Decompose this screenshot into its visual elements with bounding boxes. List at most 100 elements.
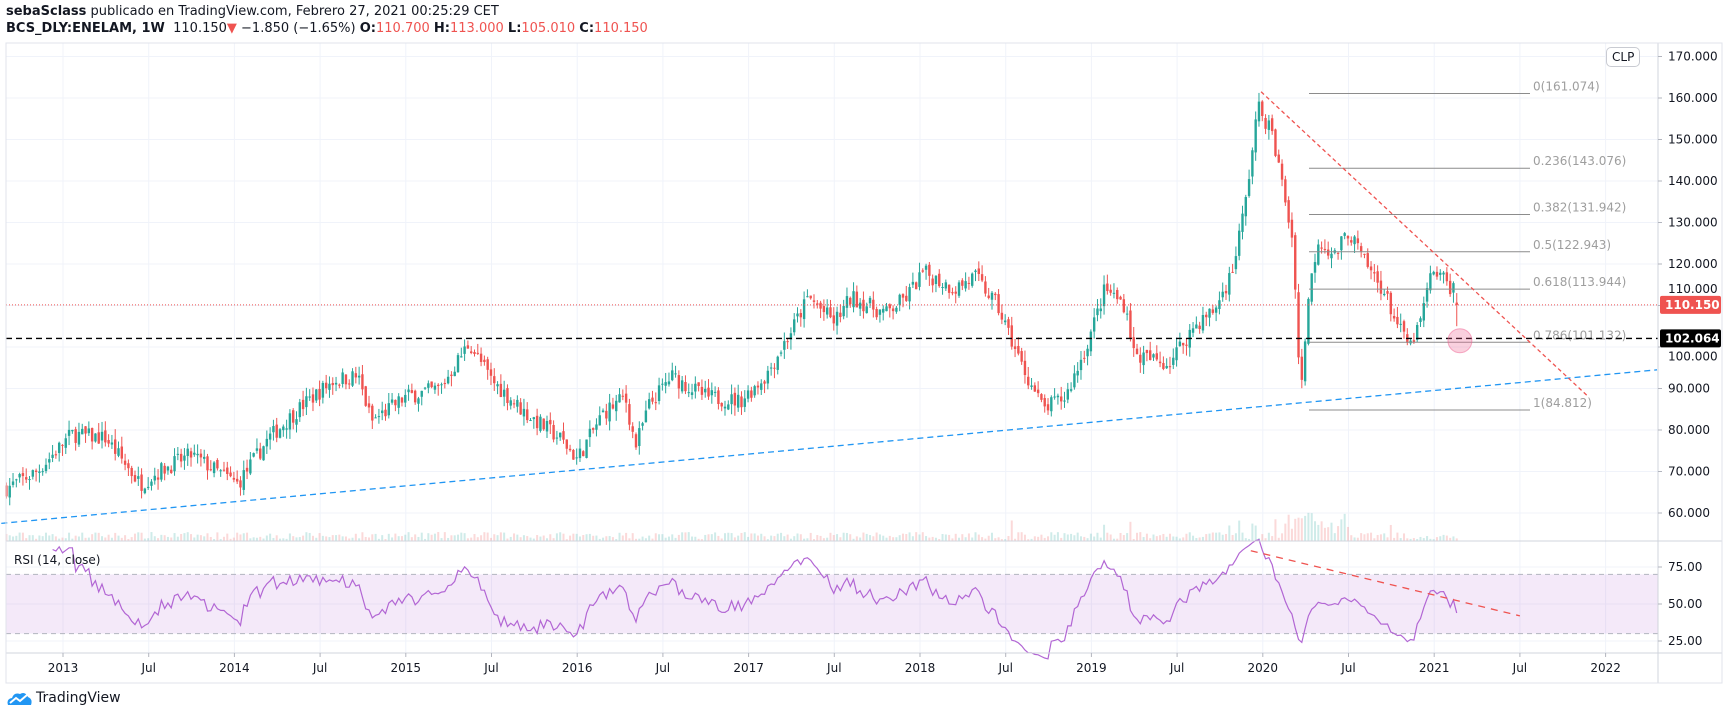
candle bbox=[707, 379, 710, 400]
volume-bar bbox=[1142, 537, 1145, 541]
candle bbox=[938, 269, 941, 288]
volume-bar bbox=[1030, 538, 1033, 541]
symbol-name[interactable]: BCS_DLY:ENELAM, 1W bbox=[6, 21, 165, 36]
candle-body bbox=[700, 386, 704, 395]
candle-body bbox=[1063, 400, 1066, 402]
volume-bar bbox=[667, 536, 670, 541]
candle-body bbox=[1181, 342, 1185, 346]
volume-bar bbox=[44, 532, 47, 541]
candle-body bbox=[1267, 120, 1271, 130]
candle-body bbox=[793, 319, 796, 333]
candle-body bbox=[753, 386, 756, 396]
candle-body bbox=[1353, 236, 1356, 245]
candle bbox=[598, 406, 601, 426]
volume-bar bbox=[246, 532, 249, 541]
volume-bar bbox=[697, 538, 700, 541]
volume-bar bbox=[15, 535, 18, 541]
volume-bar bbox=[400, 536, 403, 541]
author-name[interactable]: sebaSclass bbox=[6, 4, 87, 19]
candle-body bbox=[839, 312, 842, 317]
volume-bar bbox=[1211, 532, 1214, 541]
fib-level-label: 1(84.812) bbox=[1533, 396, 1592, 410]
candle bbox=[433, 382, 437, 394]
volume-bar bbox=[816, 535, 819, 541]
candle-body bbox=[951, 292, 954, 294]
candle bbox=[1155, 345, 1158, 362]
candle-body bbox=[71, 429, 74, 432]
volume-bar bbox=[361, 532, 364, 541]
volume-bar bbox=[1333, 533, 1336, 541]
volume-bar bbox=[1442, 534, 1445, 541]
symbol-legend: BCS_DLY:ENELAM, 1W 110.150▼ −1.850 (−1.6… bbox=[6, 21, 648, 36]
candle-body bbox=[87, 428, 91, 434]
currency-button[interactable]: CLP bbox=[1606, 47, 1641, 67]
volume-bar bbox=[509, 536, 512, 541]
candle bbox=[278, 427, 282, 439]
candle bbox=[858, 298, 862, 317]
candle-body bbox=[529, 420, 532, 422]
candle-body bbox=[1389, 292, 1393, 315]
candle-body bbox=[259, 448, 262, 459]
candle bbox=[680, 376, 684, 394]
volume-bar bbox=[180, 534, 183, 541]
time-axis-label: Jul bbox=[483, 661, 498, 675]
candle bbox=[354, 366, 358, 384]
candle bbox=[526, 402, 529, 424]
candle bbox=[1036, 381, 1040, 398]
candle-body bbox=[730, 394, 733, 405]
volume-bar bbox=[1033, 536, 1036, 541]
candle-body bbox=[179, 453, 183, 462]
volume-bar bbox=[1297, 517, 1300, 541]
candle bbox=[1452, 281, 1455, 303]
candle bbox=[348, 379, 351, 390]
volume-bar bbox=[743, 532, 746, 541]
candle-body bbox=[311, 394, 315, 403]
candle-body bbox=[1373, 272, 1376, 274]
candle-body bbox=[865, 306, 868, 314]
volume-bar bbox=[1099, 537, 1102, 541]
candle bbox=[226, 461, 229, 481]
candle bbox=[97, 423, 100, 444]
candle bbox=[740, 391, 743, 415]
candle bbox=[357, 366, 361, 385]
candle bbox=[868, 295, 872, 308]
candle bbox=[1033, 382, 1037, 392]
candle-body bbox=[1135, 348, 1139, 355]
candle-body bbox=[641, 423, 644, 426]
candle bbox=[753, 384, 756, 398]
candle bbox=[1050, 395, 1053, 417]
tradingview-logo[interactable]: TradingView bbox=[6, 690, 121, 706]
candle-body bbox=[473, 352, 476, 354]
candle bbox=[77, 422, 81, 447]
candle bbox=[252, 452, 255, 458]
candle-body bbox=[1162, 363, 1165, 369]
volume-bar bbox=[812, 539, 815, 541]
candle-body bbox=[984, 281, 987, 294]
candle bbox=[601, 408, 605, 413]
candle bbox=[1145, 349, 1149, 362]
volume-bar bbox=[1159, 535, 1162, 541]
volume-bar bbox=[470, 537, 473, 541]
volume-bar bbox=[311, 535, 314, 541]
candle-body bbox=[1195, 324, 1198, 329]
candle bbox=[878, 309, 882, 323]
candle-body bbox=[1350, 240, 1353, 243]
candle bbox=[1023, 350, 1027, 384]
volume-bar bbox=[358, 538, 361, 541]
price-axis-label: 90.000 bbox=[1668, 382, 1710, 396]
close-value: 110.150 bbox=[594, 21, 648, 36]
candle bbox=[1191, 322, 1195, 338]
volume-bar bbox=[1079, 536, 1082, 541]
candle bbox=[179, 448, 183, 468]
candle bbox=[1076, 362, 1079, 383]
time-axis-label: Jul bbox=[1169, 661, 1184, 675]
candle-body bbox=[245, 467, 249, 472]
fib-level-label: 0.5(122.943) bbox=[1533, 238, 1611, 252]
candle bbox=[1083, 350, 1086, 363]
candle bbox=[911, 272, 915, 289]
candle-body bbox=[1251, 150, 1254, 177]
volume-bar bbox=[780, 532, 783, 541]
volume-bar bbox=[671, 534, 674, 541]
candle bbox=[1214, 305, 1218, 322]
